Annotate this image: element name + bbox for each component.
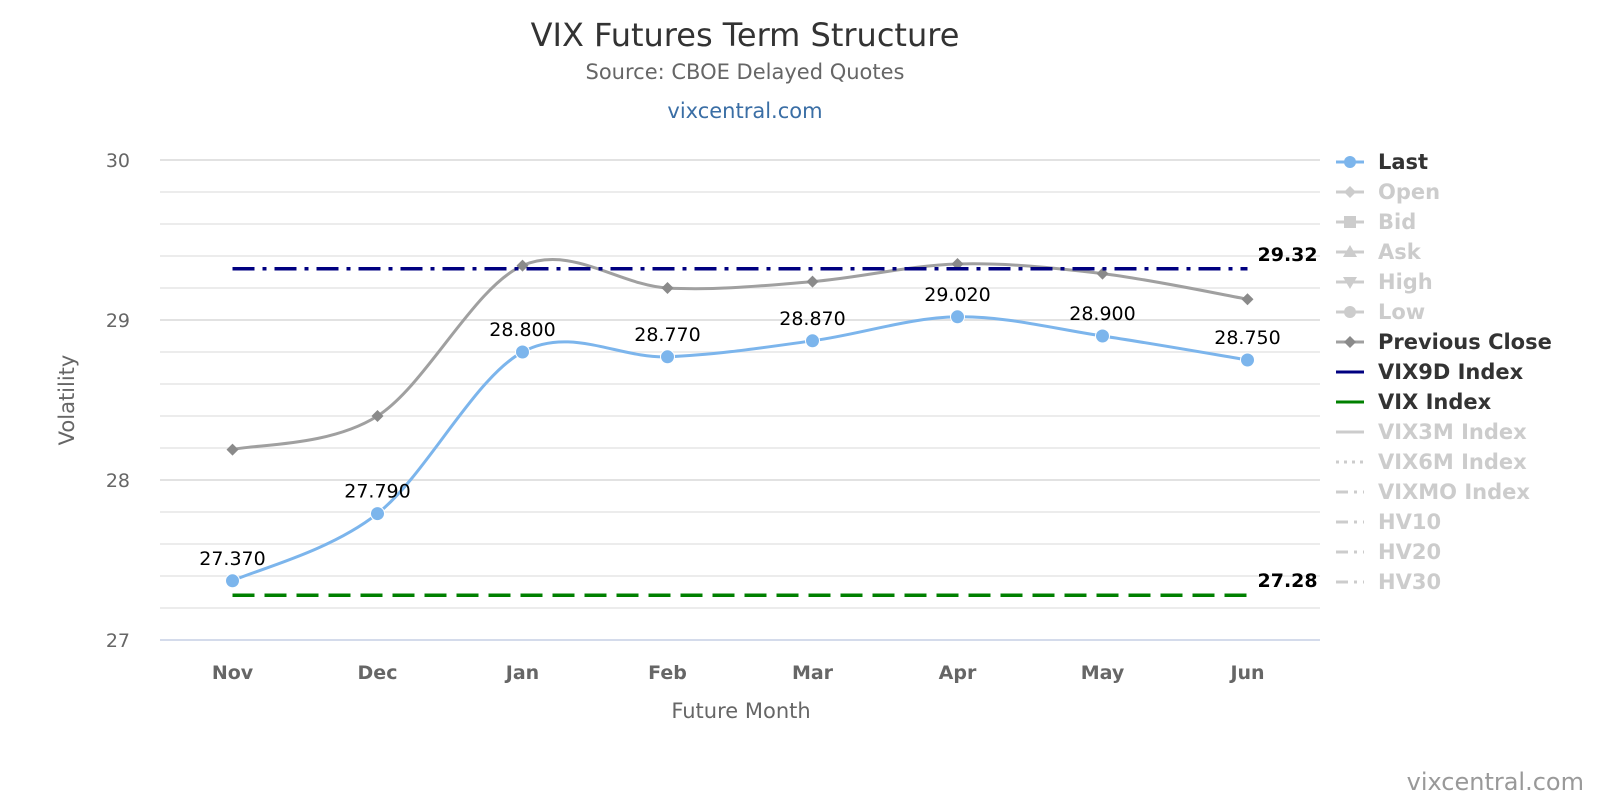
legend-marker-circle bbox=[1344, 156, 1356, 168]
last-point-dec bbox=[370, 506, 385, 522]
previous-close-point-feb bbox=[661, 282, 674, 294]
legend-label: Ask bbox=[1378, 240, 1422, 264]
legend-label: Last bbox=[1378, 150, 1428, 174]
y-axis-title: Volatility bbox=[55, 355, 79, 446]
last-point-jan bbox=[515, 344, 530, 360]
x-tick-label-mar: Mar bbox=[792, 662, 834, 684]
y-tick-label: 27 bbox=[106, 630, 130, 652]
legend-label: HV30 bbox=[1378, 570, 1441, 594]
x-tick-label-feb: Feb bbox=[648, 662, 687, 684]
legend-item-previous-close[interactable]: Previous Close bbox=[1336, 330, 1552, 354]
plot-series: 29.32 27.28 27.370 27.790 28.800 28.770 28.870… bbox=[199, 244, 1318, 597]
chart-subtitle: Source: CBOE Delayed Quotes bbox=[586, 60, 905, 84]
legend-label: HV10 bbox=[1378, 510, 1441, 534]
legend-item-vix3m-index[interactable]: VIX3M Index bbox=[1336, 420, 1527, 444]
vix-end-label: 27.28 bbox=[1258, 570, 1318, 592]
legend-item-low[interactable]: Low bbox=[1336, 300, 1425, 324]
legend-item-bid[interactable]: Bid bbox=[1336, 210, 1416, 234]
previous-close-point-jan bbox=[516, 259, 529, 272]
legend-label: Previous Close bbox=[1378, 330, 1552, 354]
y-axis-ticks: 27 28 29 30 bbox=[106, 150, 130, 652]
legend-label: HV20 bbox=[1378, 540, 1441, 564]
series-last-line bbox=[231, 315, 1248, 583]
last-data-label-mar: 28.870 bbox=[779, 308, 845, 330]
legend-label: VIX Index bbox=[1378, 390, 1492, 414]
x-axis-title: Future Month bbox=[671, 699, 810, 723]
legend-label: Low bbox=[1378, 300, 1425, 324]
legend-label: Open bbox=[1378, 180, 1440, 204]
legend-marker-diamond bbox=[1344, 186, 1356, 198]
legend-label: VIX9D Index bbox=[1378, 360, 1524, 384]
last-point-mar bbox=[805, 333, 820, 349]
legend-item-vixmo-index[interactable]: VIXMO Index bbox=[1336, 480, 1530, 504]
last-point-nov bbox=[225, 573, 240, 589]
last-data-label-jan: 28.800 bbox=[489, 319, 555, 341]
y-tick-label: 30 bbox=[106, 150, 130, 172]
x-tick-label-jan: Jan bbox=[504, 662, 539, 684]
grid-lines bbox=[160, 159, 1320, 641]
last-point-may bbox=[1095, 328, 1110, 344]
legend-marker-square bbox=[1344, 216, 1356, 228]
last-data-label-jun: 28.750 bbox=[1214, 327, 1280, 349]
previous-close-point-may bbox=[1096, 267, 1109, 280]
y-tick-label: 29 bbox=[106, 310, 130, 332]
legend-item-vix9d-index[interactable]: VIX9D Index bbox=[1336, 360, 1524, 384]
previous-close-point-dec bbox=[371, 410, 384, 422]
last-point-apr bbox=[950, 309, 965, 325]
previous-close-point-nov bbox=[226, 443, 239, 456]
x-tick-label-dec: Dec bbox=[358, 662, 398, 684]
x-tick-label-may: May bbox=[1081, 662, 1125, 684]
x-axis-ticks: Nov Dec Jan Feb Mar Apr May Jun bbox=[212, 662, 1265, 684]
y-tick-label: 28 bbox=[106, 470, 130, 492]
previous-close-point-mar bbox=[806, 275, 819, 288]
legend-item-open[interactable]: Open bbox=[1336, 180, 1440, 204]
legend-label: VIX3M Index bbox=[1378, 420, 1527, 444]
last-data-label-dec: 27.790 bbox=[344, 481, 410, 503]
legend: Last Open Bid Ask High Low Previous Close VIX9D… bbox=[1336, 150, 1552, 594]
previous-close-point-apr bbox=[951, 258, 964, 270]
legend-item-hv30[interactable]: HV30 bbox=[1336, 570, 1441, 594]
last-data-label-may: 28.900 bbox=[1069, 303, 1135, 325]
legend-marker-diamond bbox=[1344, 336, 1356, 348]
series-previous-close-line bbox=[232, 258, 1248, 452]
vix9d-end-label: 29.32 bbox=[1258, 244, 1318, 266]
x-tick-label-apr: Apr bbox=[939, 662, 977, 684]
legend-label: High bbox=[1378, 270, 1433, 294]
legend-label: VIXMO Index bbox=[1378, 480, 1530, 504]
legend-item-ask[interactable]: Ask bbox=[1336, 240, 1422, 264]
chart-title: VIX Futures Term Structure bbox=[531, 16, 960, 54]
legend-item-last[interactable]: Last bbox=[1336, 150, 1428, 174]
last-point-jun bbox=[1240, 352, 1255, 368]
last-data-label-nov: 27.370 bbox=[199, 548, 265, 570]
last-data-label-feb: 28.770 bbox=[634, 324, 700, 346]
legend-item-vix-index[interactable]: VIX Index bbox=[1336, 390, 1492, 414]
legend-marker-circle bbox=[1344, 306, 1356, 318]
legend-item-hv10[interactable]: HV10 bbox=[1336, 510, 1441, 534]
legend-label: Bid bbox=[1378, 210, 1416, 234]
x-tick-label-jun: Jun bbox=[1228, 662, 1264, 684]
x-tick-label-nov: Nov bbox=[212, 662, 254, 684]
last-point-feb bbox=[660, 349, 675, 365]
legend-marker-triangle bbox=[1343, 245, 1357, 257]
credit-text[interactable]: vixcentral.com bbox=[1407, 768, 1584, 796]
subtitle-link[interactable]: vixcentral.com bbox=[667, 99, 822, 123]
last-data-label-apr: 29.020 bbox=[924, 284, 990, 306]
legend-item-hv20[interactable]: HV20 bbox=[1336, 540, 1441, 564]
legend-marker-triangle-down bbox=[1343, 277, 1357, 289]
legend-item-vix6m-index[interactable]: VIX6M Index bbox=[1336, 450, 1527, 474]
legend-item-high[interactable]: High bbox=[1336, 270, 1433, 294]
previous-close-point-jun bbox=[1241, 293, 1254, 306]
legend-label: VIX6M Index bbox=[1378, 450, 1527, 474]
